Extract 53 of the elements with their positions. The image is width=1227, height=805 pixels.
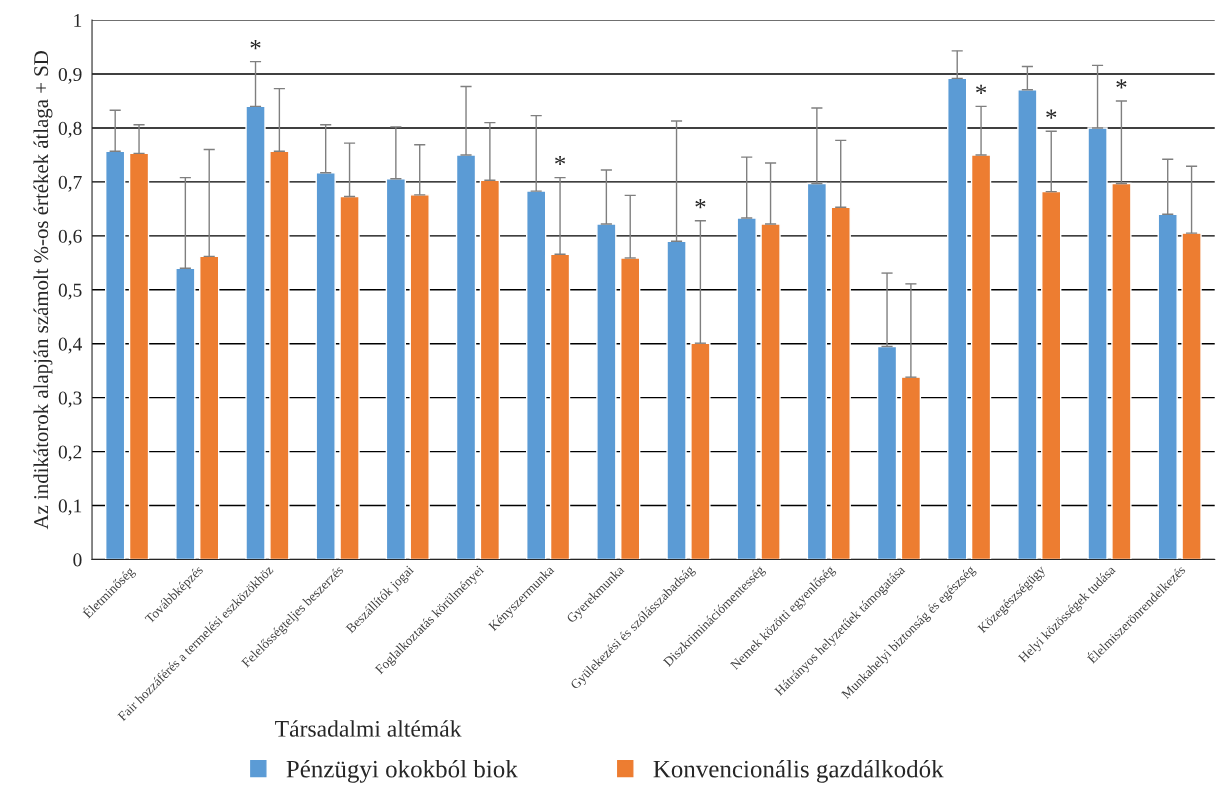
bar: [479, 179, 501, 560]
bar: [315, 172, 336, 560]
annotation: *: [1046, 109, 1057, 119]
bar: [1181, 232, 1202, 560]
bar: [620, 257, 641, 560]
bar: [900, 376, 922, 560]
bar: [666, 240, 687, 560]
bar: [830, 206, 851, 560]
bar: [199, 255, 220, 560]
y-tick-label: 0,7: [58, 175, 82, 192]
y-tick-label: 0,3: [58, 391, 82, 408]
bar: [1041, 190, 1062, 560]
bar: [1157, 213, 1178, 560]
annotation: *: [555, 155, 566, 166]
bar: [806, 182, 828, 560]
bar: [690, 342, 711, 560]
annotation: *: [976, 84, 987, 94]
y-axis-title: Az indikátorok alapján számolt %-os értékek átlaga + SD: [33, 51, 53, 530]
bar: [455, 154, 477, 560]
legend-label: Konvencionális gazdálkodók: [653, 759, 944, 783]
bar: [736, 217, 757, 560]
bar: [1017, 89, 1038, 560]
bar: [970, 154, 992, 560]
bar: [245, 105, 266, 560]
y-tick-label: 0,4: [58, 337, 82, 354]
y-tick-label: 0,6: [58, 229, 82, 246]
y-tick-label: 0,5: [58, 283, 82, 300]
bar: [409, 194, 430, 560]
bar: [760, 223, 781, 560]
bar: [175, 267, 196, 560]
bar: [596, 223, 617, 560]
annotation: *: [1116, 79, 1127, 89]
y-tick-label: 0,8: [58, 121, 82, 138]
bar: [105, 150, 126, 560]
y-tick-label: 0,9: [58, 67, 82, 84]
legend-label: Pénzügyi okokból biok: [286, 759, 518, 783]
bar: [385, 177, 407, 560]
y-tick-label: 1: [74, 14, 82, 27]
bar: [549, 253, 571, 560]
y-tick-label: 0,1: [58, 499, 82, 516]
bar: [269, 150, 290, 560]
bar: [128, 152, 150, 560]
x-axis-title: Társadalmi altémák: [275, 720, 462, 737]
bar: [1111, 182, 1132, 560]
annotation: *: [695, 199, 706, 209]
y-tick-label: 0,2: [58, 445, 82, 462]
bar: [876, 345, 898, 560]
annotation: *: [250, 39, 261, 50]
bar: [339, 195, 360, 560]
y-tick-label: 0: [73, 553, 82, 567]
bar: [947, 77, 968, 560]
bar: [1087, 127, 1108, 560]
bar: [526, 190, 547, 560]
